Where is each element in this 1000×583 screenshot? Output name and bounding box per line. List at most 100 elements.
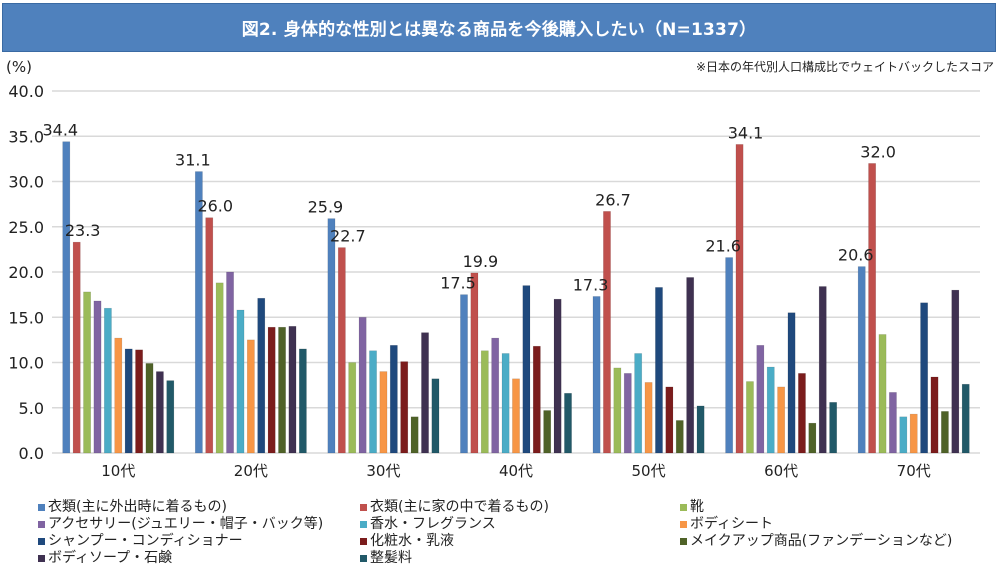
bar: [62, 141, 71, 454]
bar: [686, 277, 695, 454]
y-axis-unit-label: (%): [6, 58, 32, 76]
y-tick-label: 20.0: [8, 263, 44, 282]
bar: [166, 380, 175, 454]
legend-swatch-icon: [38, 504, 45, 511]
legend-item: ボディソープ・石鹸: [38, 550, 172, 567]
bar: [532, 345, 541, 454]
bar: [460, 294, 468, 454]
legend-swatch-icon: [360, 504, 367, 511]
bar: [236, 309, 245, 454]
bar: [103, 307, 112, 454]
y-tick-label: 30.0: [8, 173, 44, 192]
x-tick-label: 60代: [764, 462, 798, 480]
legend-swatch-icon: [680, 538, 687, 545]
bar: [327, 218, 336, 454]
x-tick-label: 10代: [101, 462, 135, 480]
legend-item: シャンプー・コンディショナー: [38, 533, 243, 550]
bar: [267, 326, 276, 454]
data-label: 20.6: [838, 246, 874, 265]
data-label: 34.4: [42, 121, 78, 140]
data-label: 32.0: [860, 142, 896, 161]
legend-item: メイクアップ商品(ファンデーションなど): [680, 533, 952, 550]
bar: [766, 366, 775, 454]
data-label: 17.3: [573, 275, 609, 294]
legend-label: ボディシート: [690, 516, 774, 532]
bar: [899, 416, 908, 454]
bar: [655, 287, 663, 454]
bar: [735, 144, 744, 454]
bar: [246, 339, 255, 454]
legend-swatch-icon: [38, 555, 45, 562]
bar: [431, 378, 440, 454]
legend-label: 整髪料: [370, 550, 412, 566]
bar: [603, 211, 611, 454]
y-tick-label: 5.0: [19, 399, 44, 418]
y-tick-label: 40.0: [8, 82, 44, 101]
bar: [491, 337, 500, 454]
bar: [348, 362, 357, 454]
bar: [951, 289, 960, 454]
legend-swatch-icon: [680, 521, 687, 528]
legend-item: 衣類(主に外出時に着るもの): [38, 499, 227, 516]
bar: [553, 298, 562, 454]
bar: [564, 392, 572, 454]
bar: [298, 348, 307, 454]
bar: [421, 332, 429, 454]
chart-title-bar: 図2. 身体的な性別とは異なる商品を今後購入したい（N=1337）: [2, 3, 996, 52]
bar: [194, 171, 203, 454]
legend-item: アクセサリー(ジュエリー・帽子・バック等): [38, 516, 323, 533]
bar: [675, 420, 684, 454]
legend-swatch-icon: [360, 538, 367, 545]
data-label: 34.1: [728, 123, 764, 142]
y-tick-label: 25.0: [8, 218, 44, 237]
bar: [961, 383, 970, 454]
bar: [930, 376, 939, 454]
bar: [868, 163, 877, 454]
y-tick-label: 35.0: [8, 127, 44, 146]
bar: [818, 286, 827, 454]
bar: [941, 411, 949, 454]
bar: [522, 285, 531, 454]
bar: [756, 345, 765, 454]
bar: [205, 217, 214, 454]
legend-swatch-icon: [38, 521, 45, 528]
bar: [808, 422, 817, 454]
bar: [410, 416, 419, 454]
legend-swatch-icon: [360, 555, 367, 562]
bar: [72, 241, 81, 454]
bar: [480, 350, 489, 454]
bar: [787, 312, 796, 454]
x-tick-label: 70代: [897, 462, 931, 480]
bar: [400, 361, 409, 454]
x-tick-label: 50代: [632, 462, 666, 480]
bar: [278, 326, 286, 454]
bar: [644, 382, 653, 454]
y-tick-label: 15.0: [8, 308, 44, 327]
legend-label: 香水・フレグランス: [370, 516, 496, 532]
bar: [829, 402, 838, 454]
bar: [592, 296, 601, 454]
legend-label: シャンプー・コンディショナー: [48, 533, 243, 549]
legend-label: ボディソープ・石鹸: [48, 550, 173, 566]
legend-label: 衣類(主に外出時に着るもの): [48, 499, 227, 515]
weighting-note: ※日本の年代別人口構成比でウェイトバックしたスコア: [695, 60, 994, 74]
x-tick-label: 20代: [234, 462, 268, 480]
data-label: 26.0: [197, 197, 233, 216]
bar: [288, 325, 297, 454]
bar: [725, 257, 734, 454]
bar: [623, 373, 632, 454]
legend-item: 衣類(主に家の中で着るもの): [360, 499, 549, 516]
bar: [878, 334, 887, 454]
bar: [543, 410, 552, 454]
bar: [257, 297, 266, 454]
bar: [634, 353, 643, 454]
bar: [358, 316, 367, 454]
data-label: 22.7: [330, 227, 366, 246]
x-tick-label: 30代: [366, 462, 400, 480]
data-label: 26.7: [595, 190, 631, 209]
legend-item: 靴: [680, 499, 704, 516]
bar: [145, 363, 154, 454]
legend-item: 化粧水・乳液: [360, 533, 454, 550]
legend-item: ボディシート: [680, 516, 773, 533]
bar: [369, 350, 377, 454]
